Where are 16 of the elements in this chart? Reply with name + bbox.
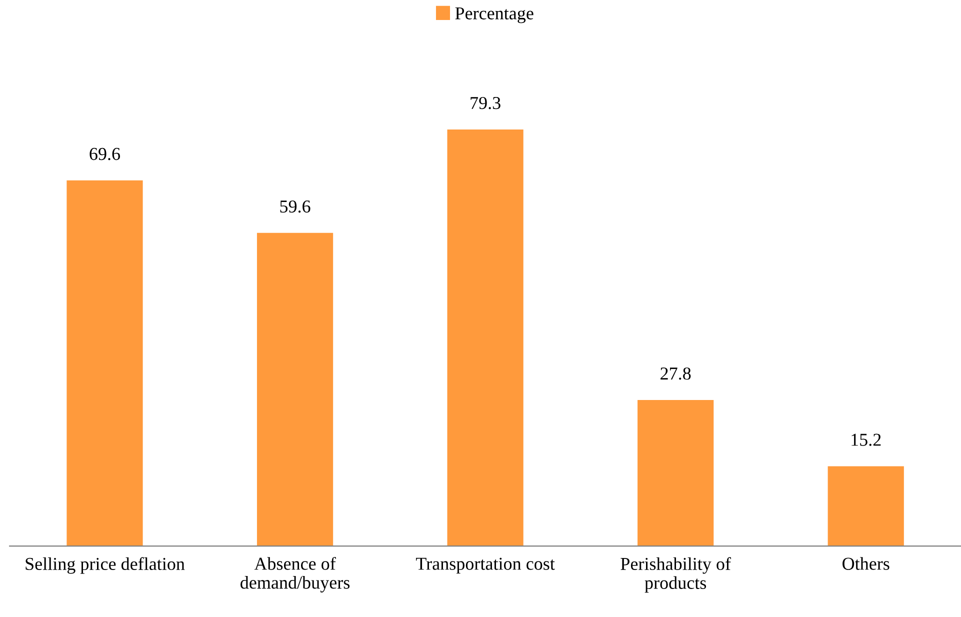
bar	[66, 180, 143, 546]
bar	[828, 466, 904, 546]
data-label: 69.6	[90, 148, 120, 160]
data-label: 79.3	[470, 96, 500, 110]
x-tick-label: Selling price deflation	[26, 557, 185, 574]
legend-label: Percentage	[455, 7, 534, 24]
data-label: 59.6	[280, 200, 310, 213]
x-tick-label: Perishability of products	[620, 557, 731, 593]
x-tick-label: Absence of demand/buyers	[240, 556, 350, 592]
bar	[256, 232, 334, 546]
bar	[447, 129, 524, 546]
data-label: 27.8	[660, 367, 691, 380]
data-label: 15.2	[852, 434, 881, 446]
x-tick-label: Transportation cost	[416, 558, 555, 574]
bar	[638, 400, 714, 546]
x-tick-label: Others	[842, 557, 890, 570]
